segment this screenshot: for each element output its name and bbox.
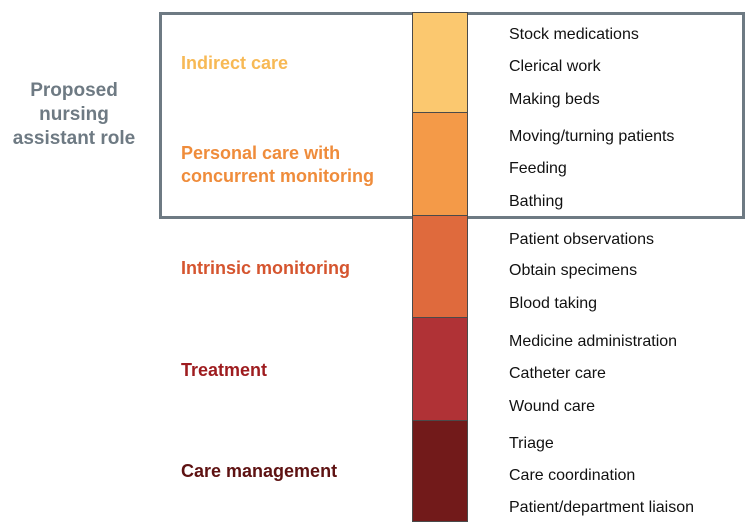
item-stock-medications: Stock medications [509, 26, 639, 43]
block-indirect-care [412, 12, 468, 113]
item-feeding: Feeding [509, 160, 567, 177]
proposed-role-label: Proposed nursing assistant role [0, 79, 148, 151]
item-patient-observations: Patient observations [509, 231, 654, 248]
item-blood-taking: Blood taking [509, 295, 598, 312]
category-label-indirect-care: Indirect care [181, 53, 289, 73]
category-label-personal-care: Personal care with concurrent monitoring [181, 143, 374, 186]
item-care-coordination: Care coordination [509, 467, 636, 484]
item-obtain-specimens: Obtain specimens [509, 262, 638, 279]
item-making-beds: Making beds [509, 91, 600, 108]
item-catheter-care: Catheter care [509, 365, 606, 382]
block-treatment [412, 317, 468, 421]
item-medicine-administration: Medicine administration [509, 333, 678, 350]
item-triage: Triage [509, 435, 554, 452]
item-patient-department-liaison: Patient/department liaison [509, 499, 694, 516]
item-bathing: Bathing [509, 193, 564, 210]
item-wound-care: Wound care [509, 398, 595, 415]
block-personal-care [412, 112, 468, 216]
proposed-role-label-text: Proposed nursing assistant role [12, 80, 136, 149]
item-moving-turning-patients: Moving/turning patients [509, 128, 675, 145]
category-label-care-management: Care management [181, 461, 338, 481]
item-clerical-work: Clerical work [509, 58, 601, 75]
category-label-intrinsic-monitoring: Intrinsic monitoring [181, 258, 350, 278]
category-label-treatment: Treatment [181, 360, 268, 380]
block-care-management [412, 420, 468, 522]
block-intrinsic-monitoring [412, 215, 468, 318]
